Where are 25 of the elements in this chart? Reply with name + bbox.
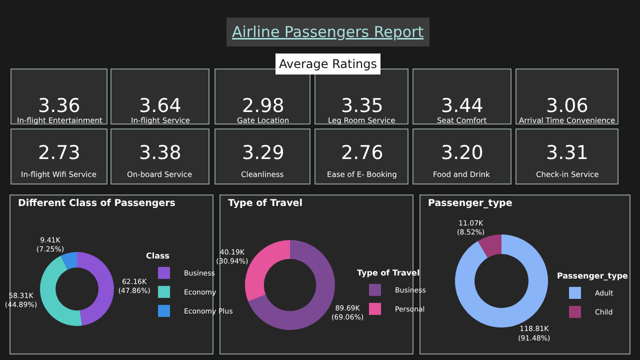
text: Airline Passengers Report: [232, 23, 424, 41]
chart-title: Type of Travel: [228, 198, 302, 209]
chart-title: Passenger_type: [428, 198, 512, 209]
donut-slice: [478, 234, 502, 258]
text: Average Ratings: [279, 57, 378, 71]
data-label: 3.29: [242, 142, 284, 164]
data-label: 2.73: [38, 142, 80, 164]
data-label: 3.44: [441, 95, 484, 117]
legend-title: Passenger_type: [557, 271, 629, 280]
data-label: 3.36: [38, 95, 80, 117]
legend-title: Class: [146, 251, 170, 260]
donut-slice: [40, 256, 82, 326]
donut-slice: [60, 252, 77, 270]
data-label: 2.76: [341, 142, 384, 164]
data-label: 3.20: [441, 142, 484, 164]
legend-title: Type of Travel: [357, 268, 420, 278]
data-label: 3.31: [546, 142, 588, 164]
data-label: 3.35: [341, 95, 384, 117]
data-label: 2.98: [242, 95, 284, 117]
donut-slice: [455, 234, 548, 328]
donut-slice: [77, 252, 114, 326]
data-label: 3.38: [139, 142, 182, 164]
chart-title: Different Class of Passengers: [18, 198, 176, 209]
data-label: 3.64: [139, 95, 182, 117]
data-label: 3.06: [546, 95, 588, 117]
